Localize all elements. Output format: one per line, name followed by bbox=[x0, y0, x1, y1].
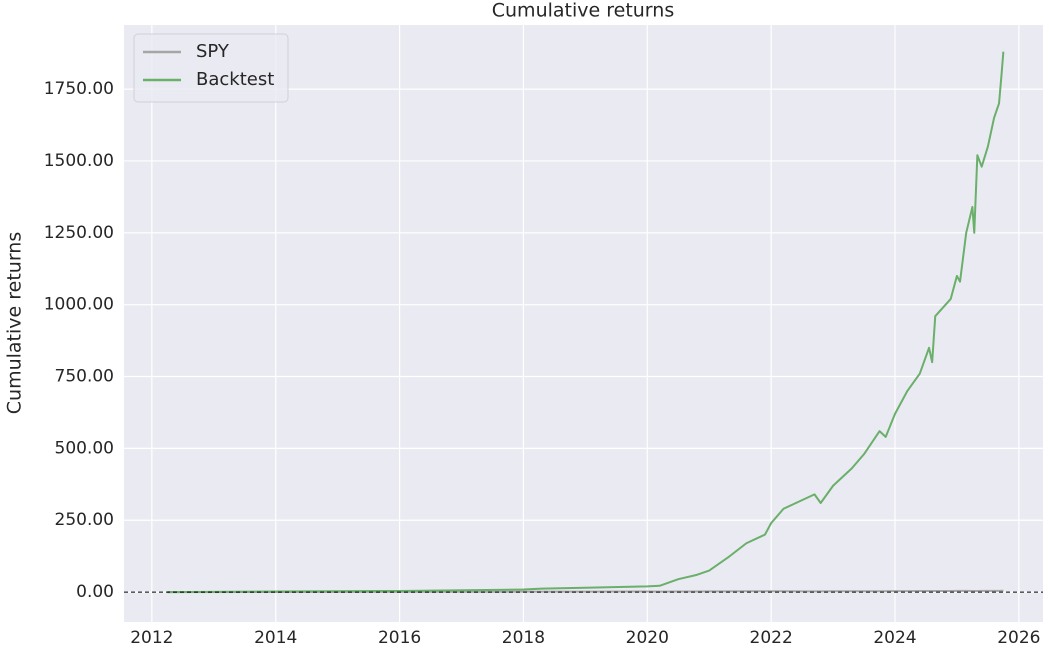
x-tick-label: 2026 bbox=[997, 628, 1040, 648]
y-tick-label: 500.00 bbox=[55, 438, 114, 458]
y-axis-label: Cumulative returns bbox=[4, 232, 26, 414]
plot-area bbox=[124, 25, 1043, 622]
y-tick-label: 250.00 bbox=[55, 510, 114, 530]
y-tick-label: 1000.00 bbox=[44, 295, 114, 315]
y-tick-label: 1750.00 bbox=[44, 79, 114, 99]
x-tick-label: 2022 bbox=[750, 628, 793, 648]
data-line bbox=[167, 51, 1005, 594]
x-tick-label: 2016 bbox=[378, 628, 421, 648]
x-tick-label: 2024 bbox=[873, 628, 916, 648]
y-tick-label: 1250.00 bbox=[44, 223, 114, 243]
chart-title: Cumulative returns bbox=[492, 0, 674, 22]
y-tick-label: 1500.00 bbox=[44, 151, 114, 171]
y-tick-label: 0.00 bbox=[76, 582, 114, 602]
x-tick-label: 2018 bbox=[502, 628, 545, 648]
y-tick-label: 750.00 bbox=[55, 367, 114, 387]
x-tick-label: 2012 bbox=[130, 628, 173, 648]
legend-label: SPY bbox=[196, 41, 230, 62]
x-tick-label: 2014 bbox=[254, 628, 297, 648]
legend-label: Backtest bbox=[196, 69, 274, 90]
x-tick-label: 2020 bbox=[626, 628, 669, 648]
